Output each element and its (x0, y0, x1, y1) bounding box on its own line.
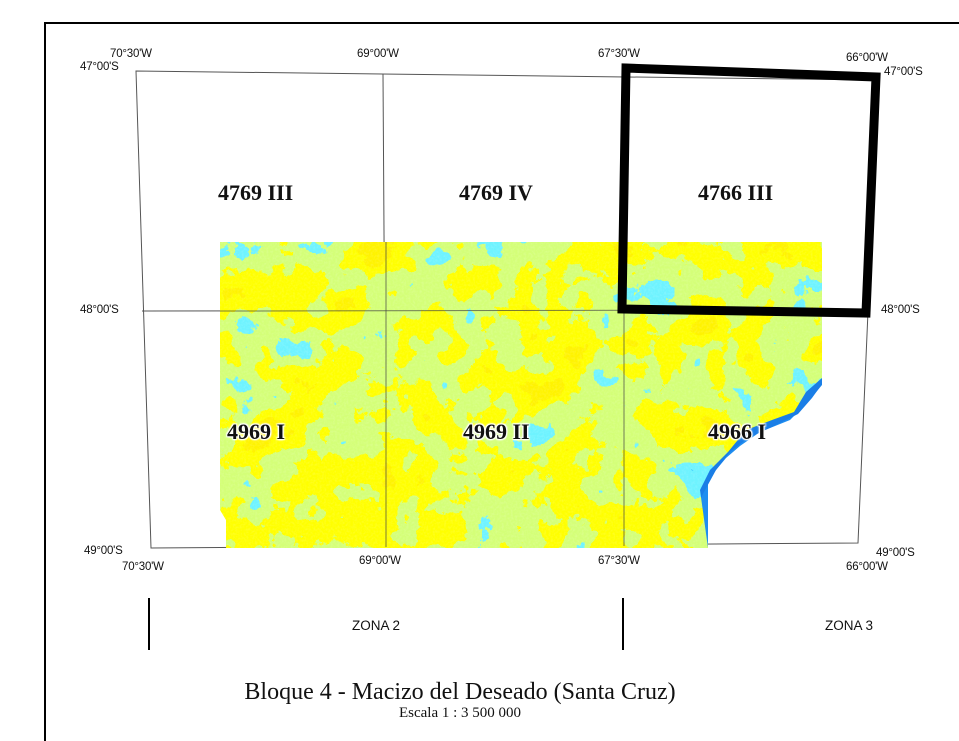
sheet-label-4769-iv: 4769 IV (459, 180, 533, 205)
sheet-label-4969-ii: 4969 II (463, 419, 530, 444)
graticule-outline (135, 70, 879, 549)
lat-left-49-00: 49°00'S (84, 545, 123, 557)
sheet-label-4766-iii: 4766 III (698, 180, 774, 205)
lon-top-66-00: 66°00'W (846, 52, 888, 64)
highlight-box (617, 63, 881, 318)
map-scale: Escala 1 : 3 500 000 (398, 705, 522, 721)
lon-bottom-70-30: 70°30'W (122, 561, 164, 573)
zone-3-label: ZONA 3 (825, 618, 874, 633)
lon-bottom-66-00: 66°00'W (846, 561, 888, 573)
lat-right-48-00: 48°00'S (881, 304, 920, 316)
lat-right-49-00: 49°00'S (876, 547, 915, 559)
sheet-label-4966-i: 4966 I (708, 419, 767, 444)
lon-top-67-30: 67°30'W (598, 48, 640, 60)
zone-divider-left (148, 598, 150, 650)
lon-bottom-67-30: 67°30'W (598, 555, 640, 567)
sheet-label-4769-iii: 4769 III (218, 180, 294, 205)
map-title: Bloque 4 - Macizo del Deseado (Santa Cru… (244, 679, 676, 705)
lon-top-69-00: 69°00'W (357, 48, 399, 60)
lat-left-47-00: 47°00'S (80, 61, 119, 73)
zone-2-label: ZONA 2 (352, 618, 401, 633)
sheet-label-4969-i: 4969 I (227, 419, 286, 444)
lat-left-48-00: 48°00'S (80, 304, 119, 316)
satellite-raster (220, 242, 822, 548)
lon-bottom-69-00: 69°00'W (359, 555, 401, 567)
zone-divider-middle (622, 598, 624, 650)
lon-top-70-30: 70°30'W (110, 48, 152, 60)
lat-right-47-00: 47°00'S (884, 66, 923, 78)
figure-frame (44, 22, 959, 741)
